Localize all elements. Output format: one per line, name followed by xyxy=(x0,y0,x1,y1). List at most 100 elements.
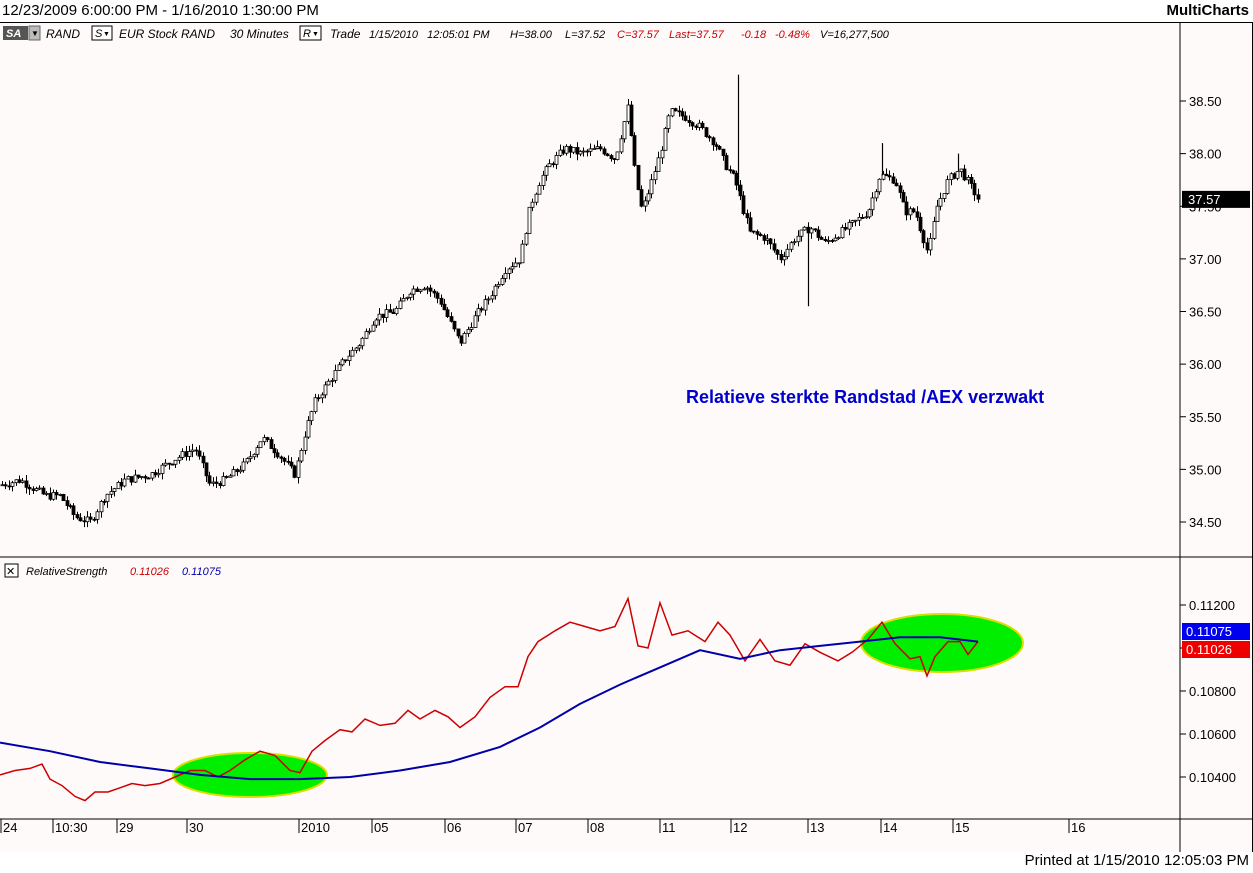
candle-body xyxy=(568,145,573,153)
candle-body xyxy=(745,213,750,219)
candle-body xyxy=(231,469,236,477)
candle-body xyxy=(864,216,869,219)
y-tick-label: 35.50 xyxy=(1189,410,1222,425)
candle-body xyxy=(867,209,872,218)
candle-body xyxy=(670,108,675,117)
chevron-down-icon: ▼ xyxy=(312,31,319,38)
candle-body xyxy=(252,453,257,458)
candle-body xyxy=(129,476,134,483)
y-tick-label: 36.50 xyxy=(1189,305,1222,320)
high-value: H=38.00 xyxy=(510,29,553,41)
candle-body xyxy=(758,233,763,236)
sa-badge-bg[interactable] xyxy=(3,26,28,40)
candle-body xyxy=(816,229,821,238)
candle-body xyxy=(486,298,491,301)
candle-body xyxy=(384,309,389,318)
sa-dropdown-button[interactable] xyxy=(28,25,41,41)
candle-body xyxy=(374,319,379,326)
indicator-header: ✕ RelativeStrength 0.11026 0.11075 xyxy=(4,563,222,578)
s-badge-button[interactable] xyxy=(91,25,113,41)
candle-body xyxy=(857,217,862,221)
candle-body xyxy=(201,455,206,464)
status-line: SA ▼ RAND S ▼ EUR Stock RAND 30 Minutes … xyxy=(3,25,890,41)
candle-body xyxy=(626,104,631,122)
candle-body xyxy=(833,237,838,242)
y-tick-label: 34.50 xyxy=(1189,515,1222,530)
candle-body xyxy=(428,287,433,292)
candle-body xyxy=(3,484,8,487)
candle-body xyxy=(7,485,12,488)
printed-footer: Printed at 1/15/2010 12:05:03 PM xyxy=(1024,852,1249,869)
chart-area[interactable]: 38.5038.0037.5037.0036.5036.0035.5035.00… xyxy=(0,22,1253,852)
candle-body xyxy=(391,311,396,315)
candle-body xyxy=(779,253,784,261)
r-badge-button[interactable] xyxy=(299,25,322,41)
data-type: Trade xyxy=(330,27,361,41)
candle-body xyxy=(966,176,971,181)
candle-body xyxy=(592,148,597,150)
candle-body xyxy=(782,256,787,261)
candle-body xyxy=(819,237,824,240)
candle-body xyxy=(884,173,889,176)
low-value: L=37.52 xyxy=(565,29,605,41)
candle-body xyxy=(442,303,447,311)
candle-body xyxy=(218,483,223,486)
candle-body xyxy=(918,216,923,232)
candle-body xyxy=(955,171,960,179)
candle-body xyxy=(357,345,362,349)
candle-body xyxy=(874,191,879,199)
candle-body xyxy=(704,127,709,137)
candle-body xyxy=(714,144,719,147)
y-tick-label: 37.00 xyxy=(1189,252,1222,267)
candle-body xyxy=(571,147,576,153)
candle-body xyxy=(921,230,926,244)
candle-body xyxy=(677,110,682,113)
candle-body xyxy=(575,147,580,155)
candle-body xyxy=(520,243,525,264)
candle-body xyxy=(228,475,233,478)
candle-body xyxy=(340,359,345,366)
candle-body xyxy=(54,492,59,496)
candle-body xyxy=(146,477,151,480)
candle-body xyxy=(435,292,440,299)
candle-body xyxy=(894,182,899,187)
candle-body xyxy=(772,243,777,251)
annotation-text: Relatieve sterkte Randstad /AEX verzwakt xyxy=(686,387,1044,407)
candle-body xyxy=(71,505,76,515)
candle-body xyxy=(826,240,831,242)
candle-body xyxy=(554,155,559,165)
candle-body xyxy=(68,505,73,508)
candle-body xyxy=(360,337,365,347)
candle-body xyxy=(377,313,382,321)
candle-body xyxy=(160,464,165,474)
candle-body xyxy=(207,475,212,484)
candle-body xyxy=(204,462,209,477)
x-tick-label: 14 xyxy=(883,820,897,835)
chart-svg[interactable]: 38.5038.0037.5037.0036.5036.0035.5035.00… xyxy=(0,23,1252,852)
candle-body xyxy=(544,166,549,176)
candle-body xyxy=(303,436,308,451)
candle-body xyxy=(595,146,600,149)
candle-body xyxy=(258,441,263,449)
candle-body xyxy=(343,359,348,362)
candle-body xyxy=(799,229,804,237)
candle-body xyxy=(541,174,546,186)
candle-body xyxy=(292,465,297,478)
x-tick-label: 08 xyxy=(590,820,604,835)
candle-body xyxy=(901,192,906,203)
candle-body xyxy=(10,482,15,487)
candle-body xyxy=(330,380,335,382)
candle-body xyxy=(813,228,818,231)
candle-body xyxy=(116,482,121,490)
candle-body xyxy=(473,315,478,328)
s-badge: S xyxy=(95,28,103,40)
candle-body xyxy=(41,487,46,495)
candle-body xyxy=(48,492,53,500)
rs-y-tick-label: 0.10400 xyxy=(1189,770,1236,785)
last-value: Last=37.57 xyxy=(669,29,725,41)
indicator-close-button[interactable] xyxy=(4,563,19,578)
highlight-ellipse xyxy=(860,613,1024,673)
candle-body xyxy=(61,494,66,501)
candle-body xyxy=(748,217,753,232)
rs-y-tick-label: 0.10800 xyxy=(1189,684,1236,699)
